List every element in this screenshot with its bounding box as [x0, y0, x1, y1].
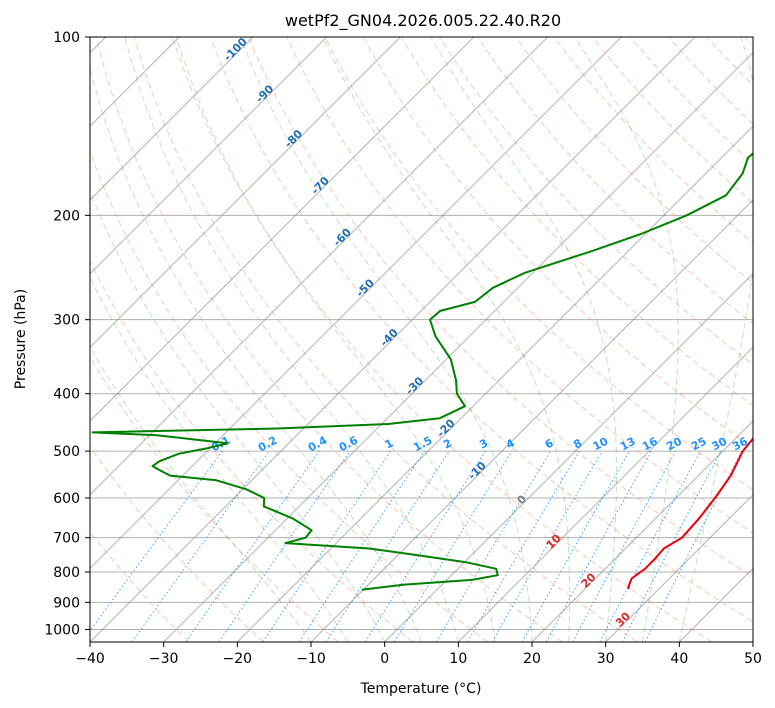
moist-adiabat [90, 65, 422, 642]
chart-title: wetPf2_GN04.2026.005.22.40.R20 [285, 11, 561, 31]
mixing-ratio-line [131, 450, 270, 642]
isotherm [384, 272, 753, 642]
y-tick-label: 700 [53, 531, 80, 547]
x-axis: −40 −30 −20 −10 0 10 20 30 40 50 [75, 642, 762, 667]
reference-lines [90, 37, 753, 642]
isotherm [90, 37, 475, 422]
y-tick-label: 300 [53, 313, 80, 329]
x-tick-label: 20 [523, 651, 541, 667]
y-tick-label: 200 [53, 208, 80, 224]
mixing-ratio-line [545, 450, 653, 642]
dry-adiabat [324, 37, 753, 491]
dry-adiabat [248, 37, 753, 578]
mixing-ratio-line [644, 450, 743, 642]
mixing-ratio-line [325, 450, 450, 642]
mixing-ratio-line [90, 450, 223, 632]
moist-adiabat [574, 37, 679, 642]
dry-adiabat [210, 37, 753, 623]
x-tick-label: 10 [449, 651, 467, 667]
x-tick-label: 30 [597, 651, 615, 667]
x-tick-label: −40 [75, 651, 105, 667]
dry-adiabat [90, 356, 339, 642]
mixing-ratio-label: 20 [664, 434, 684, 453]
y-tick-label: 500 [53, 444, 80, 460]
mixing-ratio-line [298, 450, 425, 642]
y-tick-label: 400 [53, 387, 80, 403]
mixing-ratio-label: 25 [689, 435, 709, 454]
moist-adiabat [322, 37, 571, 642]
mixing-ratio-line [393, 450, 513, 642]
y-tick-label: 1000 [44, 622, 80, 638]
moist-adiabat [90, 276, 349, 642]
y-axis-title: Pressure (hPa) [13, 289, 29, 389]
dry-adiabat [171, 37, 712, 642]
moist-adiabat [90, 189, 386, 642]
y-tick-label: 900 [53, 595, 80, 611]
moist-adiabat [430, 37, 617, 642]
dry-adiabat [90, 445, 264, 642]
y-tick-label: 100 [53, 30, 80, 46]
isotherm [605, 493, 753, 642]
isotherm [531, 420, 753, 642]
y-tick-label: 800 [53, 565, 80, 581]
mixing-ratio-label: 13 [618, 435, 638, 454]
moist-adiabat [678, 37, 753, 642]
isotherm [90, 37, 549, 496]
y-tick-label: 600 [53, 491, 80, 507]
mixing-ratio-label: 16 [640, 435, 660, 454]
x-axis-title: Temperature (°C) [360, 681, 482, 697]
moist-adiabat [239, 37, 533, 642]
temperature-profile [627, 437, 753, 590]
x-tick-label: 40 [670, 651, 688, 667]
x-tick-label: 50 [744, 651, 762, 667]
isotherm [310, 199, 753, 642]
dry-adiabat [286, 37, 753, 534]
y-axis: 100 200 300 400 500 600 700 800 900 1000 [44, 30, 90, 638]
x-tick-label: −20 [223, 651, 253, 667]
mixing-ratio-label: 10 [591, 434, 611, 453]
mixing-ratio-line [218, 450, 351, 642]
isotherm [163, 51, 753, 642]
dry-adiabat [515, 37, 753, 284]
mixing-ratio-line [262, 450, 392, 642]
isotherm [90, 37, 696, 642]
mixing-ratio-line [521, 450, 630, 642]
isotherm [236, 125, 753, 642]
profiles [91, 152, 753, 591]
mixing-ratio-line [185, 450, 320, 642]
moist-adiabat [124, 37, 459, 642]
dry-adiabat [90, 259, 414, 642]
moist-adiabat [175, 37, 496, 642]
mixing-ratio-label: 30 [710, 435, 730, 454]
isotherm [90, 37, 254, 201]
x-tick-label: −30 [149, 651, 179, 667]
dewpoint-profile [91, 152, 753, 591]
isotherm [90, 37, 622, 570]
isotherm [90, 37, 401, 349]
isotherm [457, 346, 753, 642]
mixing-ratio-line [572, 450, 677, 642]
dry-adiabat [133, 37, 638, 642]
isotherm [90, 37, 328, 275]
dry-adiabat [95, 37, 563, 642]
plot-frame [89, 36, 754, 643]
x-tick-label: −10 [296, 651, 326, 667]
x-tick-label: 0 [380, 651, 389, 667]
